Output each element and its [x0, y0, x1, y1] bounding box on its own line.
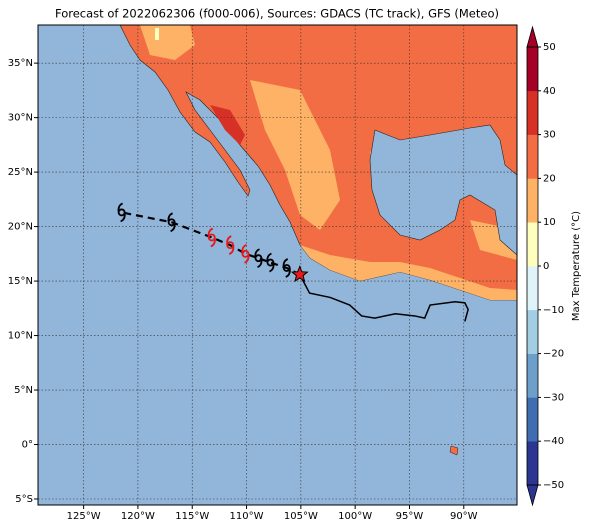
lat-tick-label: 5°S [15, 494, 33, 505]
cyclone-symbol [282, 258, 291, 278]
map-area [38, 25, 517, 505]
lon-tick-label: 120°W [121, 511, 155, 522]
colorbar-bin [527, 134, 538, 179]
lon-tick-label: 95°W [396, 511, 424, 522]
lat-tick-label: 35°N [8, 58, 33, 69]
lon-tick-label: 90°W [450, 511, 478, 522]
colorbar-tick-label: −30 [543, 392, 564, 403]
colorbar-bin [527, 309, 538, 354]
cyclone-symbol [266, 252, 275, 273]
cyclone-symbol [207, 227, 216, 248]
map-frame [37, 24, 518, 506]
lat-tick-label: 5°N [14, 385, 33, 396]
colorbar-tick-label: 20 [543, 173, 556, 184]
past-track [299, 274, 469, 322]
colorbar-tick-label: −40 [543, 436, 564, 447]
lon-tick-label: 125°W [67, 511, 101, 522]
colorbar-bin [527, 353, 538, 398]
colorbar-bin [527, 266, 538, 311]
lon-tick-label: 115°W [175, 511, 209, 522]
lon-tick-label: 110°W [230, 511, 264, 522]
colorbar-extend-max [526, 25, 539, 48]
island [449, 445, 459, 456]
current-position [290, 265, 309, 283]
lon-tick-label: 100°W [338, 511, 372, 522]
forecast-track [121, 211, 301, 276]
colorbar-bin [527, 47, 538, 92]
colorbar-tick-label: 50 [543, 42, 556, 53]
colorbar-tick-label: 0 [543, 261, 549, 272]
cyclone-symbol [254, 248, 263, 269]
land-hot [210, 105, 245, 145]
storm-track [117, 202, 469, 322]
colorbar-tick-label: 30 [543, 130, 556, 141]
cyclone-symbol [226, 235, 235, 255]
colorbar-tick-label: −10 [543, 305, 564, 316]
colorbar-bin [527, 90, 538, 135]
lon-tick-label: 105°W [284, 511, 318, 522]
colorbar-bin [527, 397, 538, 442]
colorbar-bin [527, 178, 538, 223]
lat-tick-label: 0° [22, 440, 33, 451]
graticule: 125°W 120°W 115°W 110°W 105°W 100°W 95°W 90°W 35… [8, 25, 517, 522]
colorbar-bin [527, 441, 538, 486]
lat-tick-label: 15°N [8, 276, 33, 287]
colorbar-bin [527, 222, 538, 267]
land-cool-patch [155, 28, 159, 40]
cyclone-symbol [241, 243, 250, 264]
lat-tick-label: 20°N [8, 222, 33, 233]
colorbar-tick-label: −20 [543, 349, 564, 360]
lat-tick-label: 25°N [8, 167, 33, 178]
cyclone-symbol [167, 212, 176, 233]
colorbar-tick-label: 40 [543, 86, 556, 97]
colorbar-extend-min [526, 484, 539, 507]
colorbar-label: Max Temperature (°C) [571, 211, 582, 321]
colorbar: 50 40 30 20 10 0 −10 −20 −30 −40 −50 [526, 25, 564, 507]
gulf-of-mexico [369, 124, 517, 256]
lat-tick-label: 30°N [8, 113, 33, 124]
cyclone-symbol [117, 202, 126, 223]
colorbar-tick-label: 10 [543, 217, 556, 228]
colorbar-tick-label: −50 [543, 480, 564, 491]
map-title: Forecast of 2022062306 (f000-006), Sourc… [55, 7, 499, 21]
lat-tick-label: 10°N [8, 331, 33, 342]
land-cooler [140, 25, 517, 300]
